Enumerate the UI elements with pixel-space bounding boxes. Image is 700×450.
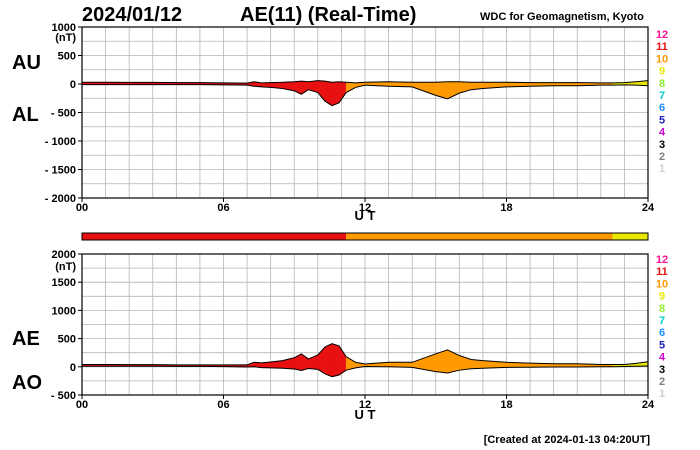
y-tick-label: 2000: [52, 249, 76, 261]
x-tick-label: 18: [500, 202, 512, 214]
activity-level-6: 6: [659, 102, 665, 114]
activity-level-7: 7: [659, 90, 665, 102]
y-tick-label: 1000: [52, 305, 76, 317]
activity-level-2: 2: [659, 151, 665, 163]
x-tick-label: 00: [76, 399, 88, 411]
activity-level-2: 2: [659, 376, 665, 388]
y-tick-label: 1500: [52, 277, 76, 289]
envelope-fill: [331, 81, 340, 106]
activity-level-4: 4: [659, 352, 666, 364]
activity-level-1: 1: [659, 388, 665, 400]
chart-date: 2024/01/12: [82, 4, 183, 26]
activity-level-5: 5: [659, 339, 665, 351]
activity-level-10: 10: [656, 278, 668, 290]
activity-level-3: 3: [659, 139, 665, 151]
level-bar-segment: [612, 233, 648, 240]
activity-level-11: 11: [656, 41, 668, 53]
y-tick-label: 500: [58, 334, 76, 346]
activity-level-5: 5: [659, 114, 665, 126]
x-tick-label: 12: [359, 399, 371, 411]
activity-level-12: 12: [656, 254, 668, 266]
envelope-fill: [447, 349, 460, 374]
activity-level-9: 9: [659, 66, 665, 78]
data-source: WDC for Geomagnetism, Kyoto: [480, 11, 644, 23]
activity-level-9: 9: [659, 291, 665, 303]
envelope-fill: [345, 82, 356, 93]
series-line-ae: [82, 343, 649, 366]
y-tick-label: 0: [70, 79, 76, 91]
y-tick-label: - 2000: [45, 193, 76, 205]
series-line-al: [82, 84, 649, 107]
y-unit-label: (nT): [55, 32, 76, 44]
ae-label: AE: [12, 328, 40, 350]
series-line-au: [82, 80, 649, 84]
activity-level-11: 11: [656, 266, 668, 278]
x-axis-label: U T: [355, 208, 376, 223]
activity-level-8: 8: [659, 78, 665, 90]
y-tick-label: 1000: [52, 22, 76, 34]
envelope-fill: [331, 343, 340, 377]
x-tick-label: 06: [217, 202, 229, 214]
envelope-fill: [324, 343, 333, 377]
x-tick-label: 24: [642, 399, 655, 411]
level-bar-segment: [82, 233, 347, 240]
envelope-fill: [338, 81, 347, 104]
y-tick-label: 0: [70, 362, 76, 374]
activity-level-10: 10: [656, 53, 668, 65]
y-tick-label: - 500: [51, 108, 76, 120]
y-tick-label: 500: [58, 51, 76, 63]
activity-level-1: 1: [659, 163, 665, 175]
y-unit-label: (nT): [55, 261, 76, 273]
envelope-fill: [411, 82, 436, 96]
x-tick-label: 12: [359, 202, 371, 214]
activity-level-6: 6: [659, 327, 665, 339]
activity-level-3: 3: [659, 364, 665, 376]
y-tick-label: - 500: [51, 390, 76, 402]
y-tick-label: - 1500: [45, 165, 76, 177]
activity-level-8: 8: [659, 303, 665, 315]
level-bar-frame: [81, 232, 649, 241]
x-tick-label: 06: [217, 399, 229, 411]
au-label: AU: [12, 52, 41, 74]
x-axis-label: U T: [355, 407, 376, 422]
activity-level-7: 7: [659, 315, 665, 327]
series-line-ao: [82, 365, 649, 378]
y-tick-label: - 1000: [45, 136, 76, 148]
al-label: AL: [12, 104, 39, 126]
level-bar-segment: [346, 233, 613, 240]
x-tick-label: 18: [500, 399, 512, 411]
x-tick-label: 00: [76, 202, 88, 214]
activity-level-12: 12: [656, 29, 668, 41]
chart-title: AE(11) (Real-Time): [240, 4, 417, 26]
ao-label: AO: [12, 372, 42, 394]
envelope-fill: [411, 353, 436, 372]
x-tick-label: 24: [642, 202, 655, 214]
activity-level-4: 4: [659, 127, 666, 139]
created-timestamp: [Created at 2024-01-13 04:20UT]: [483, 434, 650, 446]
